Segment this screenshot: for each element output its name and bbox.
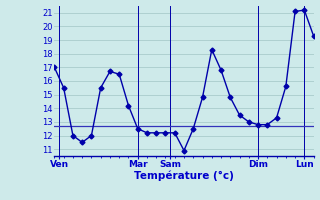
X-axis label: Température (°c): Température (°c) — [134, 171, 234, 181]
